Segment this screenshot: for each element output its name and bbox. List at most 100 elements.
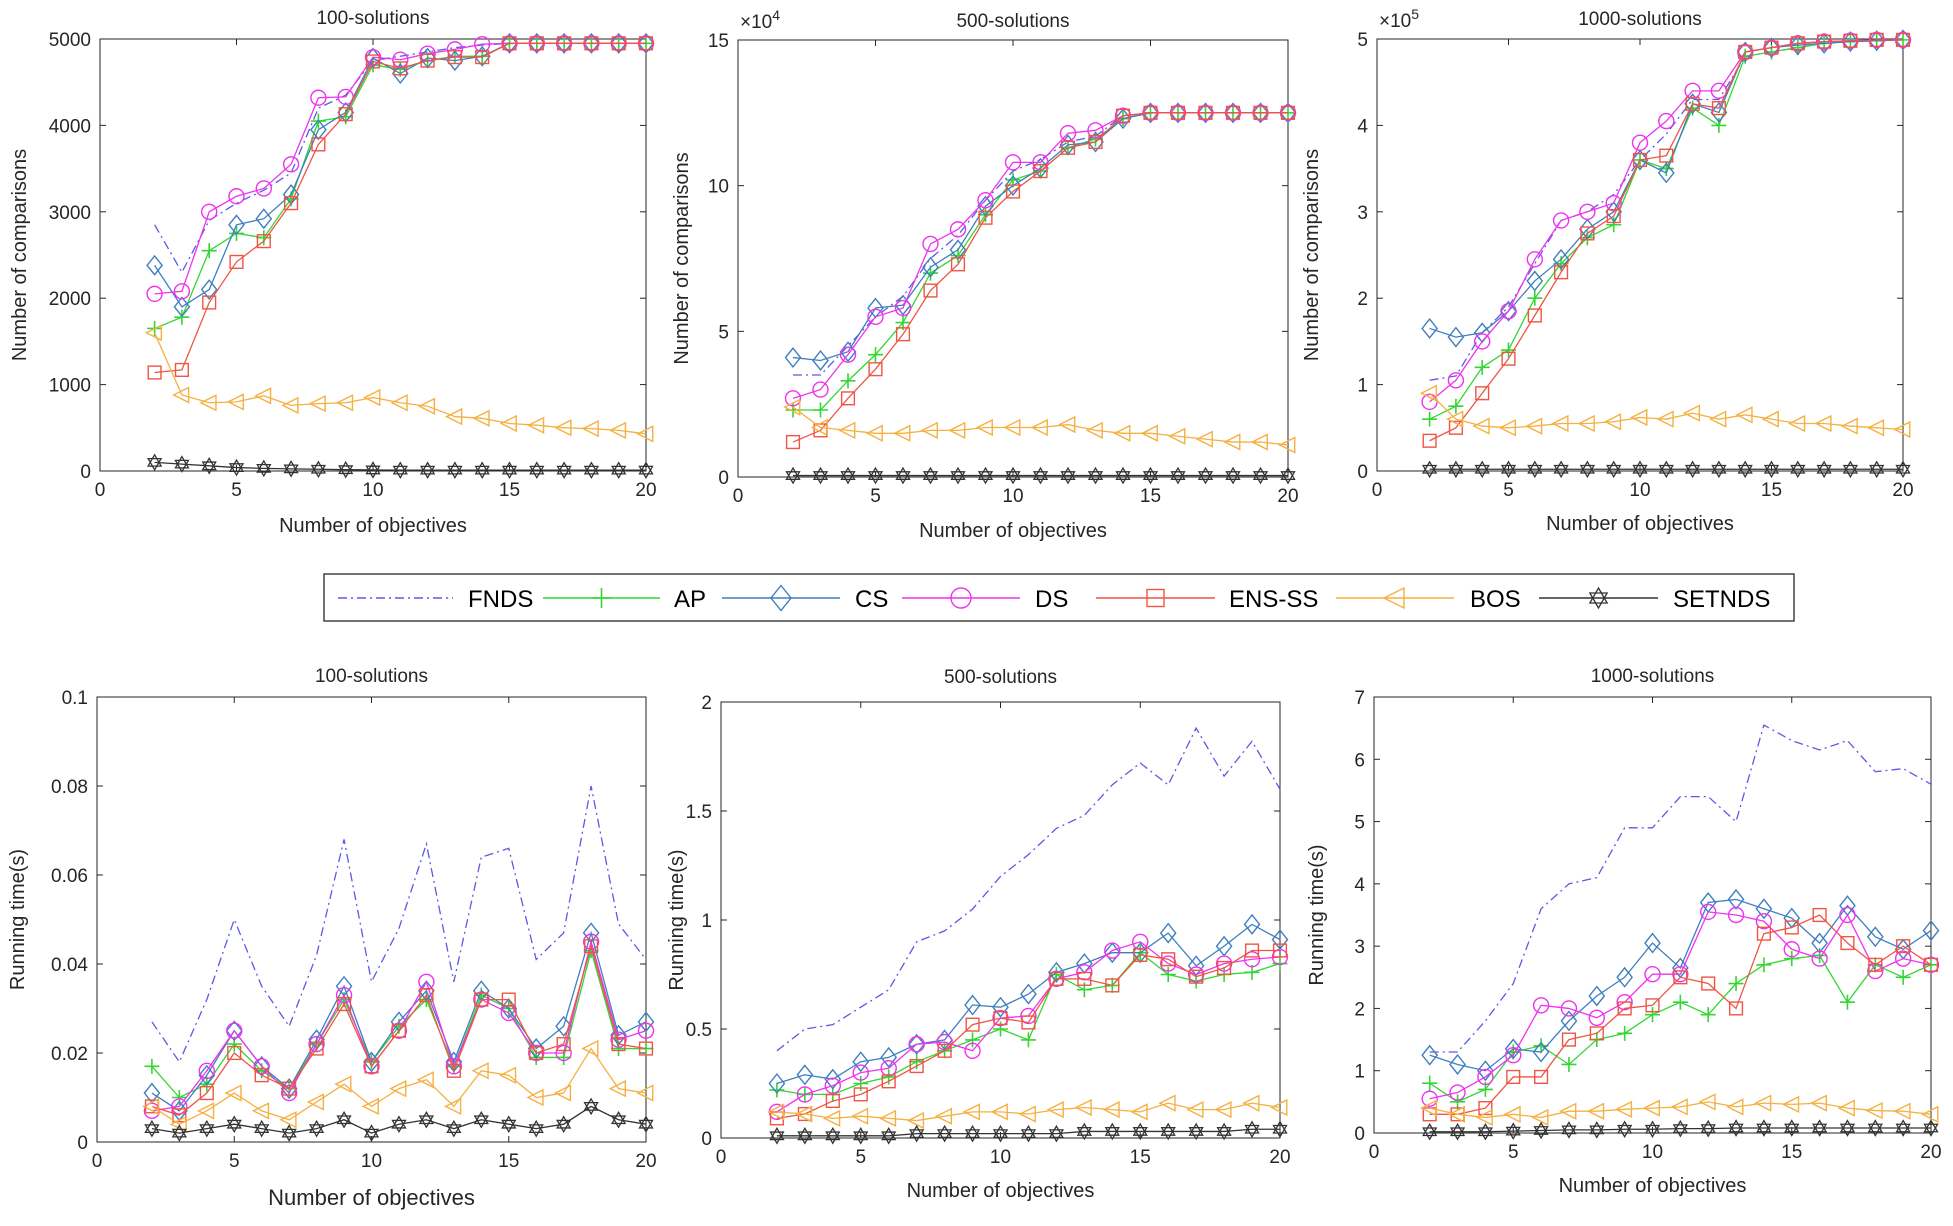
data-point-bos	[1003, 418, 1021, 437]
data-point-bos	[1214, 1101, 1232, 1119]
data-point-setnds	[474, 461, 490, 479]
x-tick-label: 0	[716, 1147, 727, 1168]
series-bos	[1419, 1093, 1939, 1127]
y-tick-label: 0.08	[51, 777, 88, 798]
data-point-cs	[1142, 102, 1159, 124]
series-fnds	[151, 785, 647, 1064]
data-point-cs	[583, 32, 600, 54]
data-point-ap	[144, 1058, 160, 1074]
data-point-bos	[822, 1109, 841, 1128]
data-point-ds	[1473, 333, 1491, 350]
data-point-ens-ss	[1645, 998, 1660, 1013]
data-point-ds	[582, 933, 600, 950]
data-point-ap	[1839, 994, 1855, 1010]
series-line-bos	[1429, 1101, 1932, 1119]
legend-marker-cs	[770, 584, 792, 612]
data-point-cs	[1922, 920, 1940, 942]
data-point-ens-ss	[1253, 105, 1268, 120]
data-point-setnds	[785, 466, 801, 485]
data-point-setnds	[867, 466, 884, 485]
data-point-cs	[255, 208, 273, 230]
data-point-ens-ss	[1280, 105, 1296, 120]
series-setnds	[146, 453, 654, 479]
data-point-setnds	[447, 461, 463, 479]
data-point-setnds	[1632, 460, 1648, 479]
data-point-setnds	[228, 458, 245, 477]
data-point-bos	[1058, 415, 1076, 434]
data-point-bos	[553, 1084, 572, 1102]
series-line-bos	[792, 406, 1289, 446]
data-point-ap	[1160, 967, 1176, 982]
y-tick-label: 0.06	[51, 866, 88, 887]
data-point-ap	[1606, 217, 1622, 233]
data-point-bos	[445, 407, 463, 426]
data-point-ens-ss	[1021, 1015, 1036, 1030]
data-point-cs	[852, 1051, 870, 1073]
series-fnds	[776, 726, 1281, 1052]
data-point-ap	[1672, 994, 1688, 1010]
data-point-ds	[363, 1058, 380, 1075]
data-point-bos	[934, 1107, 953, 1125]
y-axis-label: Number of comparisons	[1301, 149, 1323, 361]
data-point-ens-ss	[1711, 101, 1726, 116]
data-point-ap	[813, 402, 828, 418]
data-point-cs	[555, 1015, 573, 1037]
x-axis-label: Number of objectives	[1559, 1175, 1747, 1197]
data-point-bos	[608, 421, 627, 440]
data-point-setnds	[146, 453, 163, 472]
data-point-bos	[1447, 1105, 1465, 1123]
series-ap	[1422, 947, 1939, 1110]
y-axis-label: Running time(s)	[666, 849, 688, 990]
chart-panel-5: 0 5 10 15 20 0 0.5 1 1.5 2 500-solutions Number of …	[666, 667, 1291, 1202]
data-point-cs	[1657, 162, 1675, 184]
data-point-ens-ss	[825, 1093, 840, 1109]
data-point-setnds	[1895, 1119, 1911, 1137]
data-point-ap	[881, 1069, 897, 1085]
data-point-bos	[1074, 1098, 1092, 1117]
data-point-bos	[306, 1093, 325, 1111]
data-point-ds	[977, 192, 994, 209]
legend-label: AP	[674, 586, 706, 613]
y-tick-label: 0	[80, 462, 91, 483]
data-point-bos	[526, 416, 545, 434]
data-point-setnds	[226, 1115, 242, 1133]
series-line-fnds	[793, 112, 1288, 376]
x-tick-label: 0	[92, 1151, 103, 1172]
data-point-ap	[1700, 1007, 1716, 1023]
series-bos	[1419, 384, 1911, 439]
data-point-cs	[363, 1051, 380, 1073]
data-point-ens-ss	[1632, 152, 1648, 168]
axes-box	[720, 701, 1281, 1139]
data-point-ds	[1672, 965, 1689, 983]
data-point-ens-ss	[1784, 920, 1799, 935]
data-point-cs	[1279, 102, 1297, 124]
x-axis-label: Number of objectives	[1546, 513, 1734, 535]
data-point-bos	[1223, 433, 1241, 451]
data-point-ds	[824, 1077, 841, 1094]
data-point-bos	[1446, 410, 1464, 428]
data-point-ds	[280, 1084, 298, 1102]
series-line-ens-ss	[1429, 914, 1932, 1115]
data-point-ap	[1422, 1075, 1438, 1091]
data-point-bos	[1781, 1095, 1800, 1113]
data-point-bos	[1682, 404, 1701, 422]
data-point-bos	[279, 1111, 297, 1129]
y-tick-label: 5	[1354, 813, 1365, 834]
data-point-ens-ss	[1244, 943, 1260, 958]
data-point-ds	[1560, 1000, 1578, 1017]
series-line-setnds	[151, 1105, 647, 1134]
data-point-ap	[1645, 1007, 1660, 1023]
data-point-setnds	[1505, 1122, 1521, 1140]
data-point-ds	[1532, 997, 1550, 1014]
data-point-bos	[1472, 417, 1490, 435]
data-point-setnds	[1842, 460, 1859, 479]
data-point-ens-ss	[1685, 96, 1700, 111]
data-point-ens-ss	[1077, 971, 1092, 986]
data-point-ens-ss	[1005, 184, 1021, 199]
series-line-ap	[793, 112, 1288, 411]
data-point-bos	[581, 420, 599, 438]
series-ap	[1422, 32, 1911, 427]
series-line-ens-ss	[776, 949, 1280, 1120]
data-point-setnds	[1060, 466, 1076, 485]
data-point-ap	[1076, 982, 1092, 998]
